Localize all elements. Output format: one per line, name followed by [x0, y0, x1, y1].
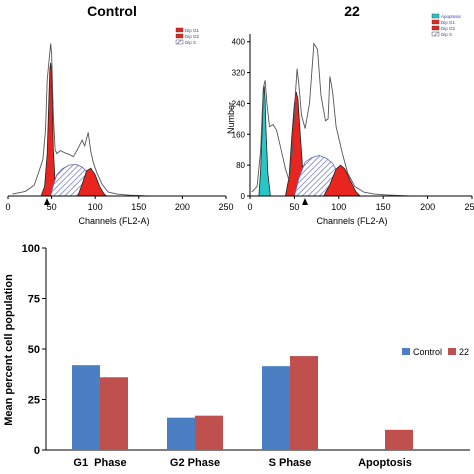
bar-control-g1-phase: [72, 365, 100, 450]
compound-22-y-tick-label: 400: [232, 38, 246, 47]
compound-22-series-dip-g2-area: [323, 164, 362, 197]
control-x-tick-label: 0: [5, 202, 10, 212]
control-x-tick-label: 200: [175, 202, 190, 212]
bar-legend-swatch-22: [448, 348, 456, 355]
bar-22-s-phase: [290, 356, 318, 450]
compound-22-panel-title: 22: [344, 3, 360, 19]
cell-cycle-bar-chart: Mean percent cell population 0255075100 …: [3, 243, 470, 469]
category-label-g2-phase: G2 Phase: [170, 457, 220, 469]
compound-22-x-axis-label: Channels (FL2-A): [316, 216, 387, 226]
compound-22-y-ticks: 0 80 160 240 320 400: [232, 38, 250, 201]
bar-chart-legend: Control 22: [402, 347, 469, 357]
control-x-tick-label: 100: [88, 202, 103, 212]
compound-22-y-tick-label: 0: [241, 192, 246, 201]
bar-22-apoptosis: [385, 429, 413, 450]
compound-22-legend-label-dip-s: Dip S: [441, 32, 452, 37]
control-legend-swatch-dip-g2: [175, 33, 184, 39]
compound-22-histogram-line: [251, 42, 410, 197]
bar-legend-label-22: 22: [459, 347, 469, 357]
bar-22-g1-phase: [100, 377, 128, 450]
control-legend-label-dip-g1: Dip G1: [185, 28, 200, 33]
compound-22-curves: [251, 42, 410, 197]
bar-chart-y-tick-label: 100: [22, 243, 40, 255]
control-curves: [12, 43, 148, 197]
bar-legend-label-control: Control: [413, 347, 442, 357]
control-histogram-line: [12, 43, 148, 197]
control-x-tick-label: 150: [131, 202, 146, 212]
control-legend-label-dip-g2: Dip G2: [185, 34, 200, 39]
compound-22-gate-marker: [302, 198, 308, 205]
control-x-axis-label: Channels (FL2-A): [78, 216, 149, 226]
compound-22-x-tick-label: 50: [289, 202, 299, 212]
control-histogram-panel: Control 0 50 100 150 200 250 Channels (FL2-A)…: [5, 3, 233, 226]
bar-chart-bars: [72, 356, 413, 450]
control-x-ticks: 0 50 100 150 200 250: [5, 196, 234, 212]
compound-22-histogram-panel: 22 Number 0 80 160 240 320 400 0 50 100 150 200 25…: [226, 3, 474, 226]
compound-22-x-ticks: 0 50 100 150 200 250: [247, 196, 474, 212]
bar-chart-y-tick-label: 25: [28, 395, 40, 407]
compound-22-legend-swatch-dip-g2: [431, 25, 440, 31]
compound-22-y-tick-label: 240: [232, 99, 246, 108]
bar-chart-y-tick-label: 75: [28, 294, 40, 306]
compound-22-legend-swatch-dip-s: [431, 31, 440, 37]
compound-22-legend-swatch-dip-g1: [431, 19, 440, 25]
compound-22-x-tick-label: 0: [247, 202, 252, 212]
category-label-g1-phase: G1 Phase: [73, 457, 126, 469]
category-label-s-phase: S Phase: [269, 457, 312, 469]
bar-chart-y-ticks: 0 25 50 75 100: [22, 243, 46, 457]
bar-chart-y-tick-label: 50: [28, 344, 40, 356]
compound-22-x-tick-label: 200: [420, 202, 435, 212]
control-x-tick-label: 250: [218, 202, 233, 212]
bar-22-g2-phase: [195, 415, 223, 450]
control-panel-title: Control: [87, 3, 137, 19]
compound-22-legend-label-dip-g2: Dip G2: [441, 26, 456, 31]
compound-22-legend-label-apoptosis: Apoptosis: [441, 14, 462, 19]
control-gate-marker: [44, 198, 50, 205]
bar-legend-swatch-control: [402, 348, 410, 355]
compound-22-y-tick-label: 160: [232, 130, 246, 139]
control-x-tick-label: 50: [47, 202, 57, 212]
category-label-apoptosis: Apoptosis: [358, 457, 412, 469]
bar-chart-y-axis-label: Mean percent cell population: [3, 274, 15, 426]
compound-22-x-tick-label: 150: [376, 202, 391, 212]
bar-control-g2-phase: [167, 417, 195, 450]
compound-22-y-axis-label: Number: [226, 102, 236, 134]
control-legend-swatch-dip-s: [175, 39, 184, 45]
compound-22-legend-label-dip-g1: Dip G1: [441, 20, 456, 25]
compound-22-series-apoptosis-area: [258, 86, 271, 197]
control-series-dip-g2-area: [77, 167, 108, 197]
bar-chart-y-tick-label: 0: [34, 445, 40, 457]
bar-control-s-phase: [262, 366, 290, 450]
bar-chart-category-labels: G1 Phase G2 Phase S Phase Apoptosis: [73, 457, 411, 469]
control-legend-label-dip-s: Dip S: [185, 40, 196, 45]
compound-22-x-tick-label: 100: [331, 202, 346, 212]
compound-22-y-tick-label: 80: [236, 161, 245, 170]
compound-22-y-tick-label: 320: [232, 69, 246, 78]
compound-22-x-tick-label: 250: [464, 202, 474, 212]
control-legend-swatch-dip-g1: [175, 27, 184, 33]
compound-22-legend-swatch-apoptosis: [431, 13, 440, 19]
